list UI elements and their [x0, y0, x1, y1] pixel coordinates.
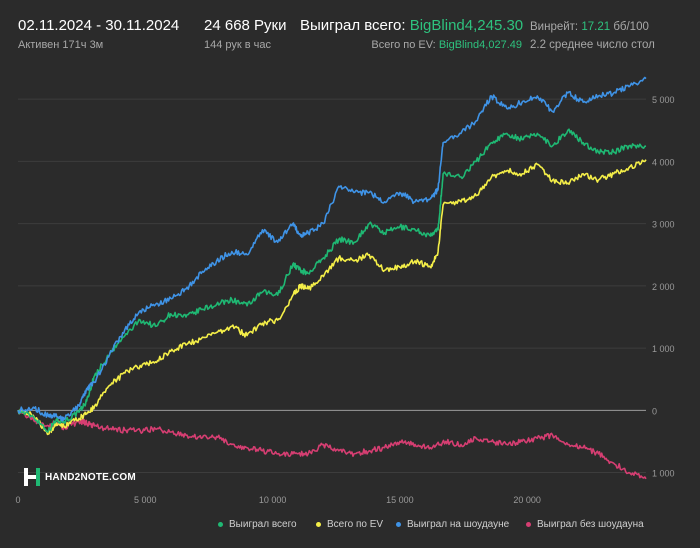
- results-chart: 1 000 0 1 000 2 000 3 000 4 000 5 000 0 5 000 10…: [15, 76, 675, 505]
- y-tick-label: 1 000: [652, 469, 675, 479]
- ev-total-value: BigBlind4,027.49: [438, 39, 522, 51]
- legend-label-won-total: Выиграл всего: [229, 519, 297, 530]
- y-tick-labels: 1 000 0 1 000 2 000 3 000 4 000 5 000: [652, 95, 675, 478]
- won-block: Выиграл всего: BigBlind4,245.30 Всего по…: [300, 17, 524, 52]
- series-layer: [17, 76, 647, 480]
- winrate-block: Винрейт: 17.21 бб/100 2.2 среднее число …: [530, 20, 655, 52]
- winrate-value: 17.21: [581, 21, 611, 33]
- series-line-showdown: [17, 76, 647, 422]
- legend-item-ev[interactable]: Всего по EV: [316, 519, 383, 530]
- won-total-value: BigBlind4,245.30: [409, 17, 524, 34]
- hands-block: 24 668 Руки 144 рук в час: [204, 17, 287, 52]
- x-tick-label: 10 000: [259, 495, 287, 505]
- grid-layer: [18, 98, 646, 474]
- legend-item-showdown[interactable]: Выиграл на шоудауне: [396, 519, 509, 530]
- legend-dot-non-showdown: [526, 522, 531, 527]
- series-line-won-total: [17, 128, 647, 433]
- hand2note-logo-icon: [24, 468, 40, 486]
- series-line-non-showdown: [17, 409, 647, 480]
- x-tick-labels: 0 5 000 10 000 15 000 20 000: [15, 495, 540, 505]
- hands-per-hour: 144 рук в час: [204, 39, 272, 51]
- legend-dot-showdown: [396, 522, 401, 527]
- y-tick-label: 0: [652, 406, 657, 416]
- hand2note-logo: HAND2NOTE.COM: [24, 468, 136, 486]
- legend-label-ev: Всего по EV: [327, 519, 384, 530]
- legend-item-won-total[interactable]: Выиграл всего: [218, 519, 297, 530]
- chart-legend: Выиграл всего Всего по EV Выиграл на шоу…: [0, 519, 700, 535]
- date-range: 02.11.2024 - 30.11.2024: [18, 17, 180, 34]
- x-tick-label: 20 000: [513, 495, 541, 505]
- winrate-unit: бб/100: [613, 21, 649, 33]
- won-total: Выиграл всего: BigBlind4,245.30: [300, 17, 524, 35]
- x-tick-label: 0: [15, 495, 20, 505]
- ev-total-label: Всего по EV:: [371, 39, 436, 51]
- ev-total: Всего по EV: BigBlind4,027.49: [300, 38, 522, 52]
- hands-count: 24 668 Руки: [204, 17, 287, 34]
- y-tick-label: 4 000: [652, 157, 675, 167]
- active-time: Активен 171ч 3м: [18, 39, 104, 51]
- x-tick-label: 15 000: [386, 495, 414, 505]
- won-total-label: Выиграл всего:: [300, 17, 406, 34]
- y-tick-label: 5 000: [652, 95, 675, 105]
- avg-tables: 2.2 среднее число столов: [530, 39, 655, 51]
- legend-item-non-showdown[interactable]: Выиграл без шоудауна: [526, 519, 644, 530]
- y-tick-label: 1 000: [652, 344, 675, 354]
- winrate-label: Винрейт:: [530, 21, 579, 33]
- y-tick-label: 3 000: [652, 220, 675, 230]
- legend-label-showdown: Выиграл на шоудауне: [407, 519, 510, 530]
- x-tick-label: 5 000: [134, 495, 157, 505]
- legend-dot-ev: [316, 522, 321, 527]
- stats-header: 02.11.2024 - 30.11.2024 Активен 171ч 3м …: [0, 0, 700, 60]
- series-line-ev: [17, 159, 647, 436]
- legend-label-non-showdown: Выиграл без шоудауна: [537, 519, 644, 530]
- legend-dot-won-total: [218, 522, 223, 527]
- date-block: 02.11.2024 - 30.11.2024 Активен 171ч 3м: [18, 17, 179, 52]
- winrate: Винрейт: 17.21 бб/100: [530, 20, 655, 34]
- hand2note-logo-text: HAND2NOTE.COM: [45, 471, 136, 483]
- y-tick-label: 2 000: [652, 282, 675, 292]
